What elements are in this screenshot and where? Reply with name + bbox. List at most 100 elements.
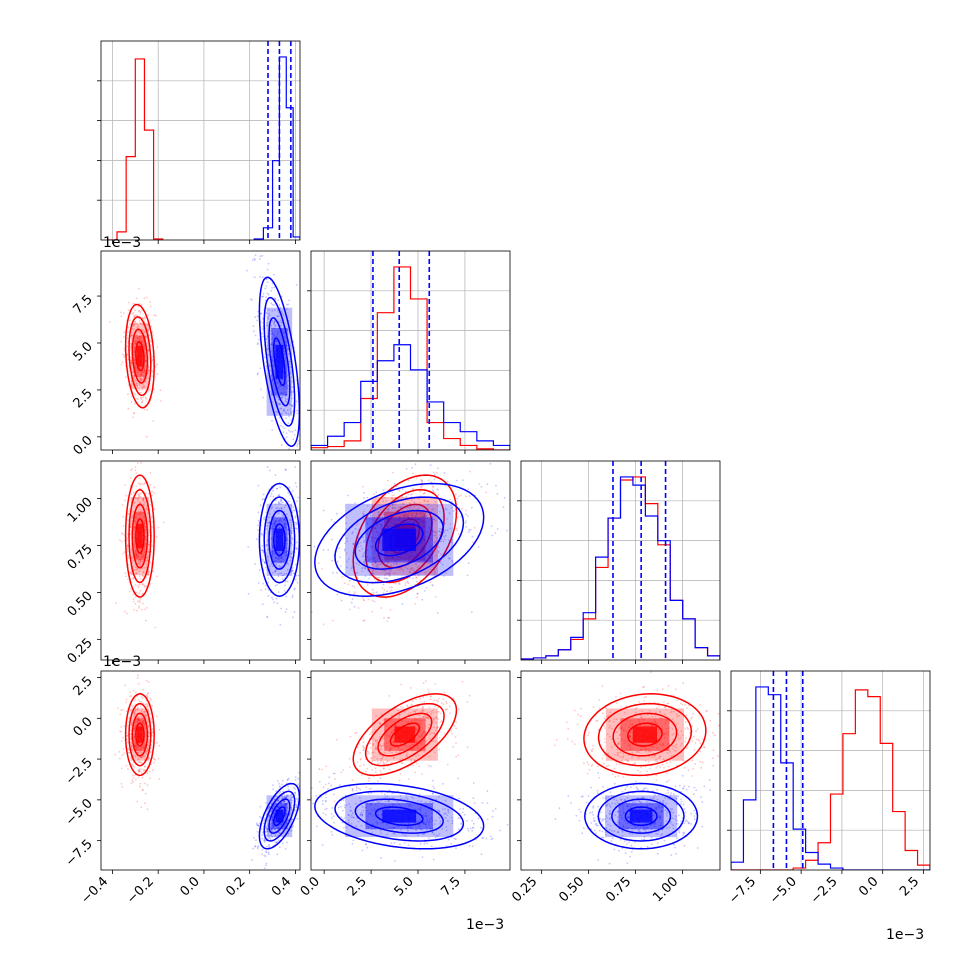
sample-point [283,796,286,798]
sample-point [276,402,279,405]
panel-frame [520,460,721,661]
sample-point [391,803,394,806]
sample-point [279,498,282,500]
sample-point [139,597,142,600]
sample-point [449,527,452,530]
sample-point [270,802,273,805]
sample-point [139,782,142,785]
sample-point [280,803,282,805]
sample-point [350,816,352,819]
sample-point [414,515,417,518]
sample-point [482,837,485,840]
sample-point [433,518,435,521]
sample-point [466,701,469,703]
sample-point [404,584,407,587]
sample-point [131,705,134,708]
sample-point [280,520,283,522]
sample-point [138,769,141,771]
sample-point [144,380,147,383]
sample-point [406,568,409,570]
sample-point [371,570,373,573]
blue-contour [354,509,444,570]
sample-point [449,712,451,714]
sample-point [289,412,292,415]
sample-point [300,802,302,804]
sample-point [151,516,153,519]
sample-point [139,311,142,314]
sample-point [292,506,295,509]
sample-point [296,445,299,447]
sample-point [143,769,145,772]
sample-point [280,507,282,510]
red-contour [364,702,445,767]
sample-point [398,551,401,554]
sample-point [272,788,274,791]
sample-point [282,574,285,577]
sample-point [407,826,410,828]
sample-point [473,802,476,804]
sample-point [133,736,136,739]
sample-point [393,826,396,829]
sample-point [272,322,275,324]
sample-point [394,860,396,862]
sample-point [294,516,297,519]
sample-point [133,533,136,535]
sample-point [392,741,394,743]
sample-point [136,384,138,386]
sample-point [277,800,280,802]
sample-point [118,750,121,753]
sample-point [385,500,388,502]
sample-point [396,562,398,565]
sample-point [273,320,276,323]
sample-point [422,709,425,712]
sample-point [154,365,157,368]
sample-point [429,733,432,735]
sample-point [266,278,268,281]
sample-point [454,736,457,738]
sample-point [394,510,397,512]
sample-point [380,745,383,747]
sample-point [283,524,286,527]
sample-point [426,819,429,822]
sample-point [137,718,140,721]
sample-point [379,801,381,804]
sample-point [285,809,288,812]
sample-point [265,850,267,853]
x-tick-label: 0.4 [269,874,294,899]
sample-point [333,800,336,803]
sample-point [278,494,281,497]
sample-point [407,720,410,723]
sample-point [392,832,395,835]
sample-point [290,419,293,422]
sample-point [333,521,336,523]
sample-point [135,572,138,575]
sample-point [155,314,157,317]
sample-point [442,808,444,811]
sample-point [138,562,141,565]
sample-point [278,304,281,306]
sample-point [444,534,447,537]
sample-point [457,516,459,519]
sample-point [397,519,400,522]
sample-point [275,561,278,564]
sample-point [429,562,432,565]
sample-point [273,552,276,555]
sample-point [348,608,351,611]
sample-point [264,287,267,290]
sample-point [267,851,270,854]
blue-contour [258,782,300,850]
sample-point [277,806,280,809]
sample-point [423,514,426,517]
sample-point [276,780,279,782]
sample-point [276,827,279,830]
sample-point [268,843,270,846]
sample-point [156,741,159,744]
sample-point [302,443,304,445]
sample-point [128,323,131,326]
sample-point [269,837,271,839]
sample-point [290,404,293,407]
sample-point [150,699,153,701]
sample-point [468,694,471,697]
sample-point [295,400,298,403]
sample-point [361,567,363,570]
